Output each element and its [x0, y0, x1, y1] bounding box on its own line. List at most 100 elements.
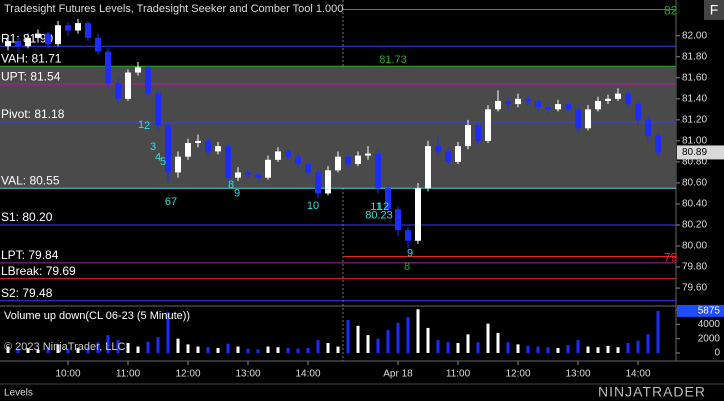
y-tick-label: 81.60: [682, 72, 707, 83]
volume-bar: [616, 347, 620, 353]
volume-bar: [96, 342, 100, 353]
volume-bar: [486, 323, 490, 353]
candle-body: [635, 104, 641, 120]
target-label: 82: [664, 4, 678, 18]
volume-bar: [186, 344, 190, 353]
candle-body: [275, 151, 281, 160]
volume-bar: [256, 349, 260, 353]
annotation: 3: [150, 141, 156, 153]
volume-bar: [46, 347, 50, 353]
volume-bar: [16, 348, 20, 353]
candle-body: [515, 98, 521, 105]
candle-body: [435, 146, 441, 152]
window-title: Tradesight Futures Levels, Tradesight Se…: [4, 3, 343, 15]
candle-body: [525, 98, 531, 101]
y-tick-label: 81.20: [682, 114, 707, 125]
volume-bar: [266, 346, 270, 353]
annotation: 8: [228, 179, 234, 191]
volume-bar: [286, 347, 290, 353]
y-tick-label: 80.20: [682, 220, 707, 231]
x-tick-label: 14:00: [295, 369, 320, 380]
volume-bar: [66, 348, 70, 353]
candle-body: [235, 172, 241, 178]
candle-body: [95, 37, 101, 52]
candle-body: [535, 100, 541, 108]
candle-body: [655, 135, 661, 153]
candle-body: [495, 100, 501, 110]
candle-body: [215, 146, 221, 152]
volume-bar: [556, 347, 560, 353]
volume-bar: [416, 309, 420, 353]
candle-body: [445, 151, 451, 162]
candle-body: [125, 72, 131, 99]
volume-bar: [36, 349, 40, 353]
candle-body: [395, 209, 401, 231]
candle-body: [315, 172, 321, 194]
candle-body: [145, 67, 151, 94]
volume-bar: [246, 348, 250, 353]
volume-title: Volume up down(CL 06-23 (5 Minute)): [4, 310, 190, 322]
candle-body: [405, 230, 411, 241]
x-tick-label: 11:00: [116, 369, 141, 380]
volume-bar: [326, 342, 330, 353]
candle-body: [545, 107, 551, 110]
x-tick-label: 11:00: [446, 369, 471, 380]
level-label: S2: 79.48: [1, 286, 53, 300]
candle-body: [135, 67, 141, 73]
volume-bar: [236, 346, 240, 353]
candle-body: [25, 37, 31, 47]
candle-body: [365, 153, 371, 156]
volume-bar: [386, 330, 390, 353]
y-tick-label: 82.00: [682, 30, 707, 41]
volume-bar: [396, 322, 400, 353]
volume-bar: [466, 334, 470, 353]
annotation: 80.23: [365, 209, 393, 221]
volume-bar: [216, 347, 220, 353]
x-tick-label: 12:00: [175, 369, 200, 380]
candle-body: [625, 93, 631, 105]
volume-bar: [436, 340, 440, 353]
candle-body: [415, 188, 421, 241]
candle-body: [295, 156, 301, 165]
target-label: 79: [664, 251, 678, 265]
tab-label[interactable]: Levels: [4, 388, 33, 399]
volume-bar: [276, 347, 280, 353]
volume-bar: [336, 346, 340, 353]
volume-bar: [346, 320, 350, 353]
y-tick-label: 80.60: [682, 178, 707, 189]
annotation: 8: [404, 261, 410, 273]
logo: NINJATRADER: [598, 384, 706, 400]
volume-bar: [146, 341, 150, 353]
volume-last-label: 5875: [698, 306, 721, 317]
volume-bar: [86, 346, 90, 353]
level-label: VAH: 81.71: [1, 51, 62, 65]
volume-bar: [476, 342, 480, 353]
candle-body: [325, 170, 331, 194]
menu-button[interactable]: [704, 0, 724, 20]
volume-last-box: [677, 304, 724, 317]
volume-bar: [376, 338, 380, 353]
volume-bar: [126, 342, 130, 353]
annotation: 9: [407, 247, 413, 259]
annotation: 67: [165, 196, 177, 208]
volume-bar: [26, 347, 30, 353]
menu-button-label[interactable]: F: [710, 2, 719, 18]
volume-tick-label: 4000: [698, 319, 721, 330]
y-tick-label: 81.80: [682, 51, 707, 62]
level-label: UPT: 81.54: [1, 69, 61, 83]
copyright: © 2023 NinjaTrader, LLC: [4, 341, 125, 353]
y-tick-label: 81.00: [682, 136, 707, 147]
volume-bar: [566, 345, 570, 353]
last-price-label: 80.89: [682, 147, 707, 158]
volume-bar: [196, 346, 200, 353]
x-tick-label: 12:00: [505, 369, 530, 380]
volume-bar: [606, 345, 610, 353]
volume-bar: [406, 317, 410, 353]
volume-bar: [366, 335, 370, 353]
volume-bar: [116, 340, 120, 353]
annotation: 4: [155, 152, 161, 164]
annotation: 12: [377, 201, 389, 213]
x-tick-label: 13:00: [235, 369, 260, 380]
candle-body: [185, 142, 191, 157]
y-tick-label: 80.00: [682, 241, 707, 252]
